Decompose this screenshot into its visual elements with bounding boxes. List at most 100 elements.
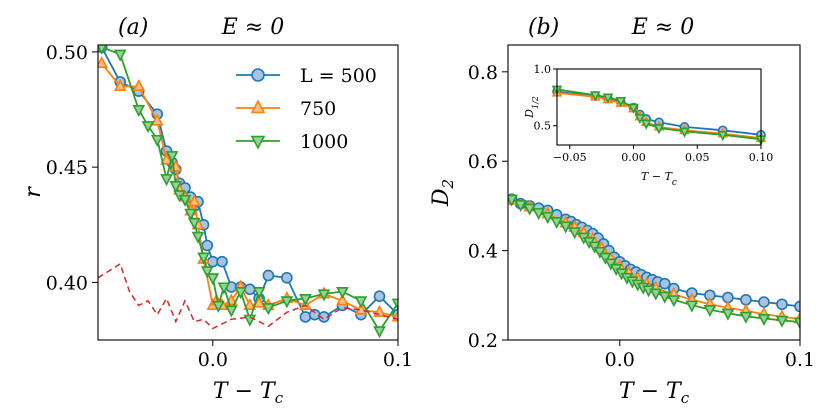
data-point-blue: [281, 271, 293, 284]
data-point-orange: [160, 152, 173, 165]
data-point-green: [217, 282, 231, 295]
inset-y-axis-label-sub: 1/2: [531, 96, 540, 109]
y-axis-label-main: r: [21, 186, 46, 198]
data-point-orange: [252, 295, 266, 308]
x-axis-label-main: T − T: [619, 379, 683, 404]
data-point-green: [653, 124, 665, 135]
data-point-green: [541, 212, 554, 225]
data-point-orange: [132, 79, 146, 92]
data-point-green: [679, 127, 690, 138]
data-point-green: [568, 227, 582, 240]
y-tick-label: 0.40: [46, 272, 88, 294]
legend-marker-green: [250, 135, 266, 150]
data-point-orange: [150, 113, 164, 126]
data-point-green: [793, 317, 800, 330]
data-point-green: [757, 313, 771, 327]
data-point-green: [559, 221, 573, 234]
data-point-green: [225, 305, 238, 318]
inset-chart: −0.05 0.00 0.05 0.10 0.5 1.0 T − Tc D1/2: [523, 63, 773, 188]
data-point-green: [200, 266, 214, 279]
data-point-green: [141, 121, 155, 134]
inset-y-axis-label: D1/2: [523, 96, 540, 119]
data-point-green: [169, 181, 183, 194]
data-point-green: [532, 208, 545, 221]
data-point-green: [775, 315, 789, 328]
data-point-green: [150, 134, 164, 147]
data-point-orange: [98, 55, 109, 68]
data-point-green: [739, 311, 753, 324]
data-point-blue: [262, 269, 275, 282]
data-point-green: [234, 287, 247, 300]
data-point-green: [206, 273, 220, 286]
inset-x-tick-label: 0.05: [685, 151, 710, 164]
data-point-blue: [758, 296, 770, 308]
data-point-green: [373, 326, 386, 339]
chart-title: E ≈ 0: [221, 15, 284, 40]
data-point-green: [98, 45, 107, 55]
x-tick-label: 0.1: [383, 349, 413, 371]
data-point-orange: [243, 297, 257, 310]
data-point-green: [132, 104, 146, 117]
y-axis-label: r: [21, 186, 46, 198]
data-point-green: [243, 314, 257, 327]
x-axis-label-sub: c: [275, 389, 284, 407]
data-point-green: [685, 300, 699, 313]
data-point-blue: [216, 255, 228, 268]
data-point-blue: [299, 311, 312, 323]
panel-label: (a): [118, 15, 148, 40]
inset-x-axis-label-main: T − T: [641, 170, 674, 183]
data-point-green: [354, 296, 368, 309]
data-point-green: [165, 151, 179, 164]
data-point-green: [514, 200, 527, 213]
x-axis-label-sub: c: [681, 389, 690, 407]
data-point-green: [658, 291, 672, 304]
x-axis-label-main: T − T: [213, 379, 277, 404]
data-point-green: [184, 208, 197, 221]
data-point-green: [197, 252, 210, 265]
data-point-green: [593, 246, 607, 259]
x-tick-label: 0.0: [198, 349, 228, 371]
data-point-green: [391, 298, 398, 311]
data-point-blue: [740, 293, 752, 306]
plot-frame: [97, 44, 399, 341]
y-tick-label: 0.50: [46, 42, 88, 64]
data-point-blue: [794, 300, 800, 313]
data-point-orange: [187, 194, 201, 207]
legend-marker-blue: [251, 68, 265, 82]
inset-x-axis-label-sub: c: [672, 178, 677, 188]
data-point-blue: [201, 239, 214, 252]
plot-frame: [507, 44, 801, 341]
data-point-green: [649, 288, 663, 301]
legend-label: 1000: [300, 131, 348, 153]
data-point-green: [252, 287, 266, 300]
series-green: [98, 45, 398, 339]
inset-x-tick-label: 0.10: [749, 151, 774, 164]
data-point-blue: [659, 277, 671, 290]
y-tick-label: 0.6: [468, 151, 498, 173]
y-tick-label: 0.8: [468, 62, 498, 84]
data-point-blue: [308, 308, 321, 321]
inset-y-tick-label: 0.5: [534, 120, 552, 133]
data-point-green: [721, 308, 735, 321]
data-point-blue: [776, 298, 788, 311]
data-point-green: [615, 96, 627, 108]
series-line-blue: [100, 46, 398, 319]
data-point-green: [212, 300, 225, 313]
series-line-red: [98, 262, 398, 330]
data-point-green: [317, 289, 331, 302]
inset-y-tick-label: 1.0: [534, 63, 552, 76]
y-tick-label: 0.45: [46, 157, 88, 179]
series-red: [98, 262, 398, 330]
data-point-green: [299, 293, 312, 306]
data-point-green: [178, 194, 192, 207]
data-point-green: [602, 93, 614, 104]
inset-frame: [556, 68, 762, 146]
data-point-green: [550, 217, 563, 230]
data-point-green: [187, 217, 201, 230]
series-line-orange: [100, 62, 398, 318]
inset-y-axis-label-main: D: [523, 109, 536, 119]
data-point-green: [634, 113, 646, 125]
y-tick-label: 0.2: [468, 330, 498, 352]
